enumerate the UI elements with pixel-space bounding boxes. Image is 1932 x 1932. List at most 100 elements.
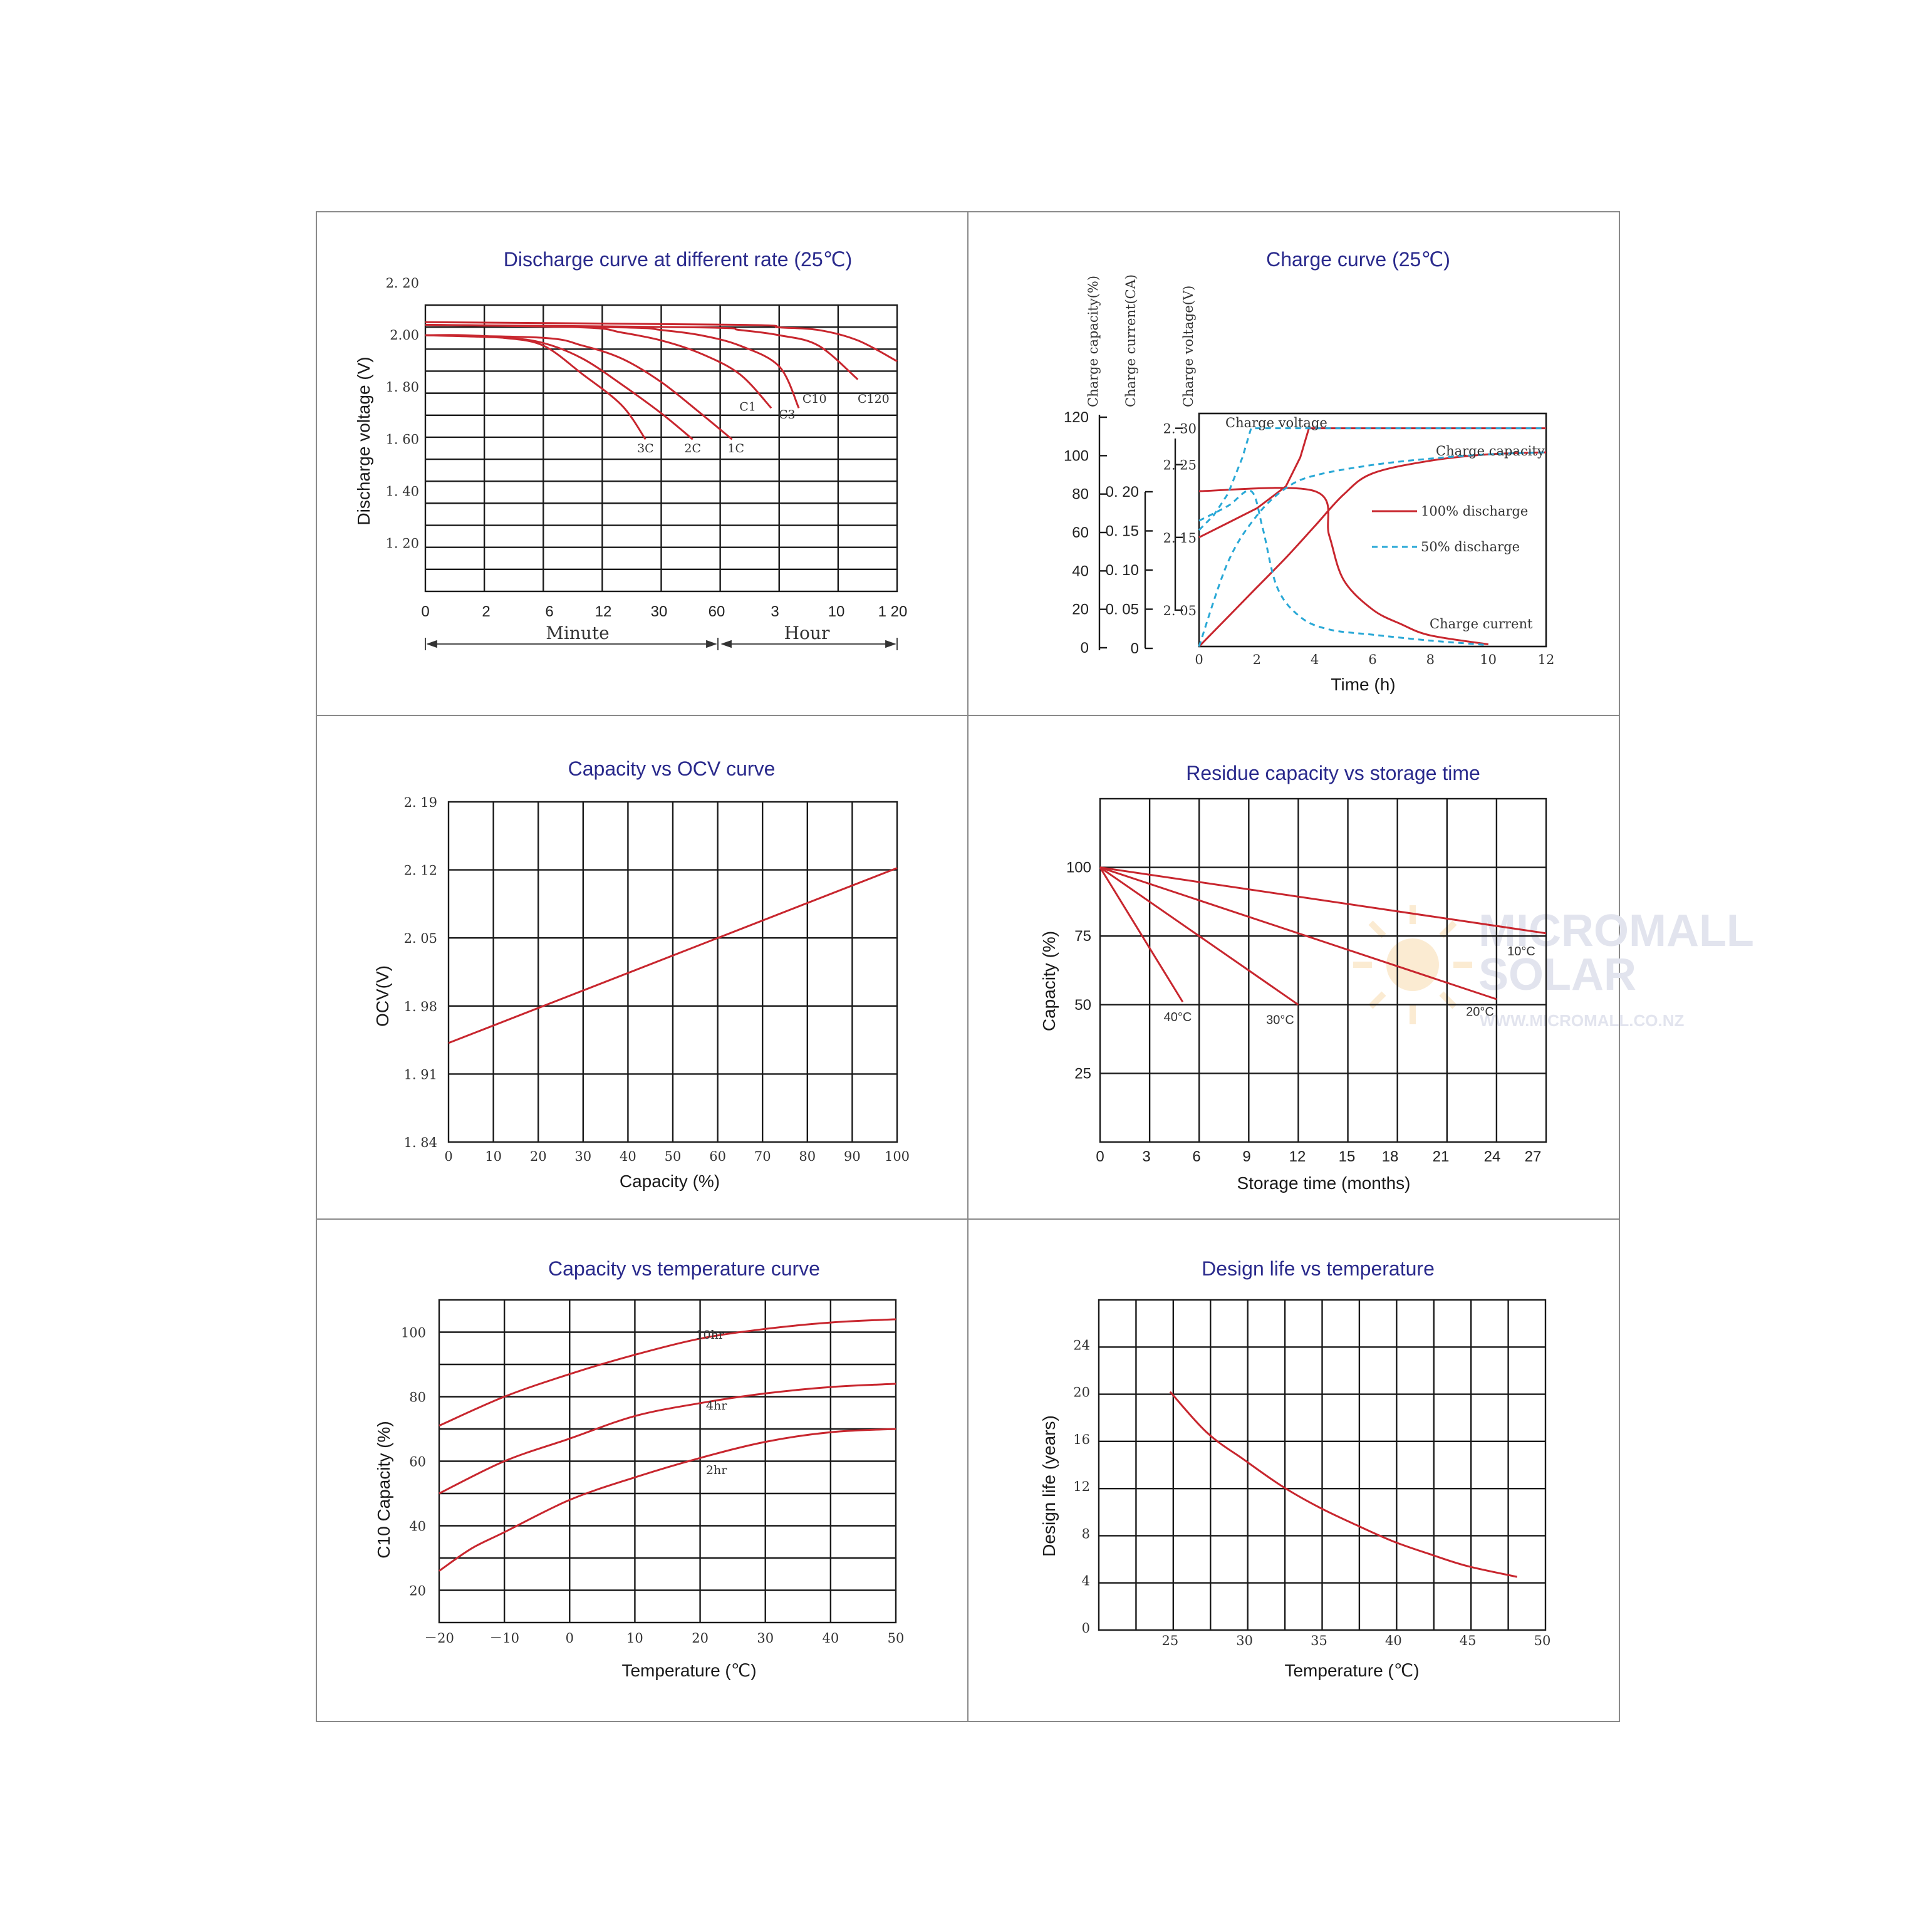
capacity-tick-3: 60 [1072, 524, 1089, 541]
ocv-x-tick-1: 10 [485, 1149, 502, 1164]
temp-capacity-series-10hr [439, 1318, 896, 1427]
voltage-tick-3: 2. 30 [1163, 422, 1197, 437]
design-life-y-tick-0: 0 [1082, 1621, 1090, 1636]
ocv-grid [447, 801, 898, 1143]
charge-voltage-label: Charge voltage [1225, 415, 1327, 430]
charge-x-tick-2: 4 [1311, 652, 1319, 667]
temp-capacity-y-tick-4: 100 [401, 1326, 426, 1341]
residue-x-ticks: 0 3 6 9 12 15 18 21 24 27 [1096, 1148, 1541, 1165]
discharge-y-ticks: 2. 20 2.00 1. 80 1. 60 1. 40 1. 20 [386, 276, 419, 551]
legend-50-label: 50% discharge [1421, 539, 1520, 554]
ocv-y-tick-0: 1. 84 [404, 1135, 437, 1150]
capacity-tick-2: 40 [1072, 563, 1089, 579]
design-life-y-ticks: 0 4 8 12 16 20 24 [1073, 1337, 1090, 1636]
discharge-y-tick-5: 1. 20 [386, 536, 419, 551]
residue-series-30-c [1099, 866, 1299, 1006]
temp-capacity-series-4hr [439, 1383, 896, 1495]
design-life-x-tick-3: 40 [1385, 1633, 1402, 1648]
temp-capacity-label-10hr: 10hr [695, 1328, 724, 1342]
capacity-tick-1: 20 [1072, 601, 1089, 618]
ocv-x-tick-10: 100 [885, 1149, 910, 1164]
ocv-x-tick-4: 40 [620, 1149, 636, 1164]
residue-x-tick-0: 0 [1096, 1148, 1104, 1165]
ocv-x-tick-9: 90 [844, 1149, 861, 1164]
discharge-x-tick-7: 10 [828, 603, 845, 620]
residue-series-20-c [1099, 866, 1497, 1000]
residue-y-label: Capacity (%) [1039, 931, 1059, 1031]
residue-x-tick-6: 18 [1382, 1148, 1399, 1165]
design-life-series-0 [1169, 1391, 1517, 1578]
discharge-y-tick-4: 1. 40 [386, 484, 419, 499]
residue-y-ticks: 25 50 75 100 [1066, 860, 1091, 1083]
temp-capacity-series-2hr [439, 1428, 896, 1572]
discharge-series [425, 321, 898, 440]
discharge-label-c120: C120 [858, 392, 890, 406]
discharge-x-tick-8: 1 20 [878, 603, 908, 620]
charge-side-axes: 0 20 40 60 80 100 120 0 0. 05 0. 10 0. 15 0. 20 2. 0… [1064, 409, 1197, 657]
charge-series-50-discharge-current [1198, 489, 1488, 647]
temp-capacity-series [439, 1318, 896, 1572]
residue-label-10-c: 10°C [1507, 945, 1535, 958]
watermark: MICROMALL SOLAR WWW.MICROMALL.CO.NZ [1353, 905, 1754, 1030]
panel-frame [316, 211, 1620, 1722]
discharge-x-tick-6: 3 [771, 603, 779, 620]
design-life-x-tick-5: 50 [1534, 1633, 1551, 1648]
residue-x-tick-7: 21 [1433, 1148, 1450, 1165]
design-life-x-ticks: 25 30 35 40 45 50 [1161, 1633, 1550, 1648]
residue-series [1099, 866, 1547, 1006]
discharge-x-ticks: 0 2 6 12 30 60 3 10 1 20 [421, 603, 907, 620]
watermark-url: WWW.MICROMALL.CO.NZ [1480, 1011, 1684, 1030]
temp-capacity-x-tick-6: 40 [822, 1631, 839, 1646]
ocv-y-tick-1: 1. 91 [404, 1067, 437, 1082]
discharge-label-c1: C1 [739, 400, 756, 414]
charge-x-tick-0: 0 [1195, 652, 1203, 667]
discharge-chart: Discharge curve at different rate (25℃) … [354, 248, 907, 650]
charge-current-axis-header: Charge current(CA) [1123, 274, 1138, 407]
charge-x-tick-5: 10 [1480, 652, 1497, 667]
charge-x-tick-3: 6 [1368, 652, 1376, 667]
discharge-x-tick-0: 0 [421, 603, 429, 620]
current-tick-2: 0. 10 [1106, 562, 1139, 579]
discharge-x-tick-3: 12 [595, 603, 612, 620]
discharge-y-label: Discharge voltage (V) [354, 356, 373, 525]
residue-x-tick-1: 3 [1142, 1148, 1150, 1165]
design-life-y-tick-4: 16 [1073, 1432, 1090, 1447]
design-life-y-label: Design life (years) [1039, 1415, 1059, 1557]
temp-capacity-y-tick-0: 20 [409, 1584, 426, 1599]
residue-x-tick-9: 27 [1525, 1148, 1542, 1165]
residue-y-tick-0: 25 [1074, 1065, 1091, 1082]
temp-capacity-label-2hr: 2hr [706, 1463, 727, 1477]
discharge-grid [424, 304, 898, 593]
temp-capacity-y-tick-3: 80 [409, 1390, 426, 1405]
discharge-title: Discharge curve at different rate (25℃) [504, 248, 852, 271]
design-life-y-tick-2: 8 [1082, 1526, 1090, 1541]
temp-capacity-chart: Capacity vs temperature curve 20 40 60 80 10… [374, 1257, 904, 1680]
discharge-y-tick-3: 1. 60 [386, 432, 419, 447]
ocv-x-tick-5: 50 [665, 1149, 682, 1164]
temp-capacity-x-tick-1: －10 [489, 1631, 519, 1646]
charge-series-50-discharge-capacity [1198, 451, 1547, 647]
residue-x-tick-2: 6 [1192, 1148, 1200, 1165]
discharge-series-c120 [425, 321, 898, 362]
temp-capacity-y-tick-2: 60 [409, 1455, 426, 1470]
voltage-tick-0: 2. 05 [1163, 603, 1197, 618]
residue-series-40-c [1099, 866, 1184, 1003]
design-life-title: Design life vs temperature [1202, 1257, 1435, 1280]
temp-capacity-grid [438, 1299, 897, 1624]
ocv-y-tick-4: 2. 12 [404, 863, 437, 878]
ocv-x-ticks: 0 10 20 30 40 50 60 70 80 90 100 [444, 1149, 910, 1164]
charge-x-tick-4: 8 [1426, 652, 1435, 667]
discharge-series-2c [425, 334, 693, 440]
design-life-x-label: Temperature (℃) [1284, 1661, 1419, 1680]
ocv-y-ticks: 1. 84 1. 91 1. 98 2. 05 2. 12 2. 19 [404, 795, 437, 1150]
discharge-label-3c: 3C [637, 442, 654, 455]
temp-capacity-x-tick-5: 30 [757, 1631, 774, 1646]
ocv-x-tick-0: 0 [444, 1149, 452, 1164]
residue-y-tick-2: 75 [1074, 928, 1091, 945]
current-tick-3: 0. 15 [1106, 523, 1139, 540]
residue-x-tick-4: 12 [1289, 1148, 1306, 1165]
temp-capacity-x-tick-7: 50 [888, 1631, 905, 1646]
residue-title: Residue capacity vs storage time [1186, 762, 1480, 784]
residue-curve-labels: 40°C 30°C 20°C 10°C [1164, 945, 1535, 1027]
design-life-x-tick-4: 45 [1460, 1633, 1477, 1648]
